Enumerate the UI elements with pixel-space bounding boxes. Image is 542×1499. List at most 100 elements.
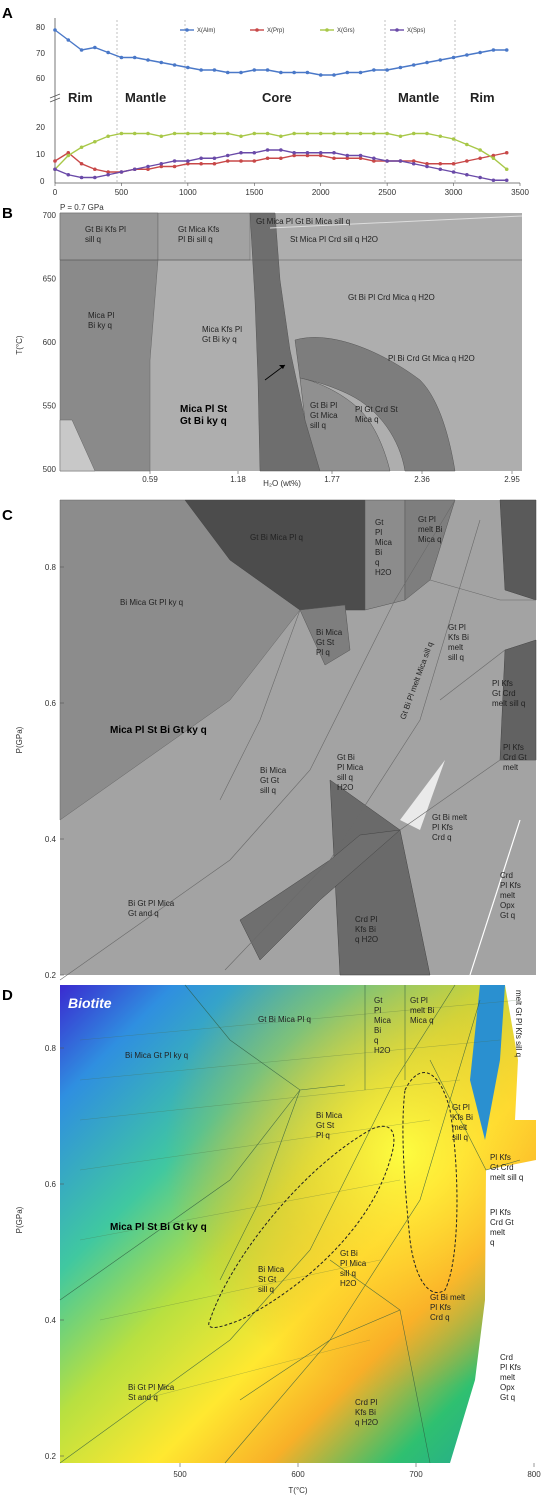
d-label-8: Pl Kfs Gt Crd melt sill q [490, 1153, 523, 1182]
c-y-tick-0.6: 0.6 [45, 699, 57, 708]
panel-a-garnet-profile: A Rim Mantle Core Mantle Rim 80 70 60 20… [2, 5, 529, 197]
point-xalm-20 [318, 73, 323, 77]
b-boundary-white [269, 215, 523, 229]
c-label-10: Bi Mica Gt Gt sill q [260, 766, 287, 795]
b-y-tick-650: 650 [43, 275, 57, 284]
legend-marker-2 [325, 28, 329, 32]
point-xprp-32 [478, 156, 482, 161]
a-x-tick-0: 0 [53, 188, 58, 197]
point-xsps-32 [478, 175, 482, 180]
panel-d-hot-overlay [60, 985, 536, 1463]
a-y-tick-70: 70 [36, 49, 45, 58]
point-xgrs-24 [372, 131, 376, 136]
point-xsps-9 [172, 159, 177, 163]
d-label-10: Mica Pl St Bi Gt ky q [110, 1222, 207, 1233]
point-xalm-26 [398, 65, 403, 70]
point-xgrs-19 [305, 131, 310, 136]
zone-rim-left: Rim [68, 90, 93, 105]
point-xgrs-12 [212, 131, 217, 136]
a-x-tick-3500: 3500 [511, 188, 529, 197]
point-xprp-13 [225, 159, 230, 163]
legend-label-2: X(Grs) [337, 28, 355, 34]
c-field-white-sliver [400, 760, 445, 830]
d-label-13: Gt Bi melt Pl Kfs Crd q [430, 1293, 466, 1322]
point-xprp-10 [186, 161, 190, 166]
point-xgrs-13 [225, 131, 230, 136]
d-y-tick-0.2: 0.2 [45, 1452, 57, 1461]
a-y-tick-60: 60 [36, 74, 45, 83]
legend-label-3: X(Sps) [407, 28, 425, 34]
point-xgrs-34 [504, 167, 509, 172]
point-xprp-14 [239, 159, 243, 163]
point-xalm-30 [451, 55, 456, 60]
b-field-label-7: Mica Kfs Pl Gt Bi ky q [202, 325, 242, 344]
a-y-tick-80: 80 [36, 23, 45, 32]
point-xgrs-11 [199, 131, 203, 136]
d-y-axis-label: P(GPa) [15, 1206, 24, 1233]
point-xprp-27 [411, 159, 416, 163]
panel-a-letter: A [2, 5, 13, 22]
b-field-label-1: Gt Bi Kfs Pl sill q [85, 225, 126, 244]
point-xsps-5 [119, 170, 124, 174]
panel-d-biotite-isopleths: D Biotite Gt Bi M [2, 984, 541, 1495]
point-xalm-16 [265, 68, 270, 72]
d-dashed-envelope-2 [402, 1072, 458, 1293]
d-label-7: melt Gt Pl Kfs sill q [514, 990, 523, 1057]
point-xsps-10 [186, 159, 190, 163]
point-xprp-3 [93, 167, 97, 172]
point-xalm-15 [252, 68, 257, 72]
zone-rim-right: Rim [470, 90, 495, 105]
point-xgrs-1 [66, 153, 71, 158]
panel-b-t-x-section: B P = 0.7 GPa Gt Bi Kfs Pl sill q Gt Mica… [2, 203, 523, 488]
point-xalm-3 [93, 45, 97, 50]
point-xprp-34 [504, 150, 509, 155]
point-xprp-33 [491, 153, 496, 158]
b-x-tick-2: 1.77 [324, 475, 340, 484]
c-y-tick-0.2: 0.2 [45, 971, 57, 980]
point-xgrs-3 [93, 139, 97, 144]
a-x-tick-1000: 1000 [179, 188, 197, 197]
b-field-label-8: Pl Bi Crd Gt Mica q H2O [388, 354, 475, 363]
b-field-curve-band [294, 337, 456, 472]
point-xprp-17 [279, 156, 283, 161]
d-label-1: Gt Bi Mica Pl q [258, 1015, 311, 1024]
c-y-tick-0.8: 0.8 [45, 563, 57, 572]
legend-marker-0 [185, 28, 189, 32]
c-field-c5 [299, 604, 351, 666]
point-xalm-34 [504, 48, 509, 52]
legend-label-0: X(Alm) [197, 28, 215, 34]
point-xalm-5 [119, 55, 124, 60]
d-boundaries [59, 984, 521, 1464]
point-xsps-18 [292, 150, 296, 155]
point-xgrs-29 [438, 134, 443, 139]
point-xgrs-28 [425, 131, 429, 136]
point-xalm-11 [199, 68, 203, 72]
b-x-tick-1: 1.18 [230, 475, 246, 484]
point-xprp-2 [79, 161, 84, 166]
point-xprp-11 [199, 161, 203, 166]
b-y-tick-700: 700 [43, 211, 57, 220]
point-xalm-28 [425, 60, 429, 65]
d-x-axis-label: T(°C) [288, 1486, 308, 1495]
point-xprp-9 [172, 164, 177, 169]
d-dashed-envelope-1 [208, 1125, 395, 1328]
point-xgrs-17 [279, 134, 283, 139]
panel-b-pressure-note: P = 0.7 GPa [60, 203, 104, 212]
b-y-tick-550: 550 [43, 402, 57, 411]
legend-marker-3 [395, 28, 399, 32]
panel-c-p-t-pseudosection: C Gt Bi Mica Pl q Bi Mica Gt Pl ky q Gt P… [2, 499, 537, 981]
panel-c-y-ticks: 0.8 0.6 0.4 0.2 [45, 563, 64, 980]
point-xalm-12 [212, 68, 217, 72]
point-xsps-2 [79, 175, 84, 180]
c-label-13: Crd Pl Kfs melt Opx Gt q [500, 871, 521, 920]
point-xalm-29 [438, 58, 443, 62]
point-xgrs-9 [172, 131, 177, 136]
point-xalm-9 [172, 63, 177, 67]
point-xsps-28 [425, 164, 429, 169]
point-xgrs-5 [119, 131, 124, 136]
point-xalm-19 [305, 70, 310, 75]
point-xsps-4 [106, 172, 110, 177]
b-field-label-2: Gt Mica Kfs Pl Bi sill q [178, 225, 219, 244]
d-title: Biotite [68, 995, 112, 1011]
point-xsps-27 [411, 161, 416, 166]
